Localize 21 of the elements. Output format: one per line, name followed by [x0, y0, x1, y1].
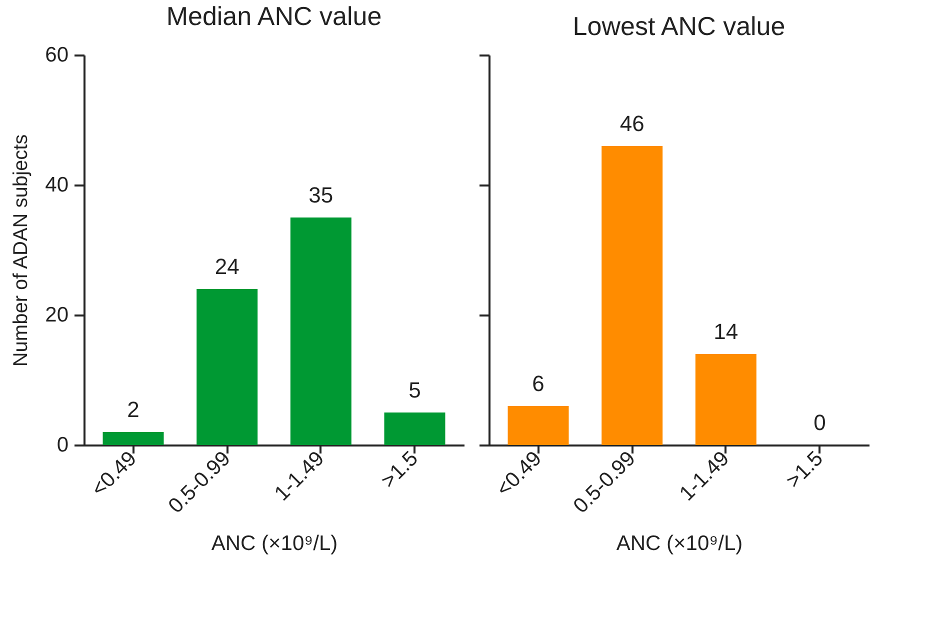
y-tick-label: 40 — [45, 174, 68, 196]
x-axis-title: ANC (×10⁹/L) — [616, 532, 743, 556]
bar — [290, 218, 352, 445]
data-label: 0 — [814, 410, 826, 435]
data-label: 35 — [308, 182, 334, 208]
y-tick-label: 0 — [56, 434, 68, 456]
y-tick-label: 20 — [45, 304, 68, 326]
x-axis-title: ANC (×10⁹/L) — [211, 532, 338, 556]
chart-title: Median ANC value — [166, 1, 382, 31]
y-tick-label: 60 — [45, 44, 68, 66]
data-label: 2 — [127, 397, 140, 422]
bar — [102, 432, 164, 445]
data-label: 5 — [408, 378, 421, 402]
chart-title: Lowest ANC value — [572, 11, 786, 41]
y-axis-title: Number of ADAN subjects — [10, 134, 32, 367]
data-label: 6 — [532, 371, 544, 396]
data-label: 46 — [620, 111, 644, 136]
bar — [196, 289, 258, 445]
bar — [384, 412, 446, 445]
data-label: 14 — [714, 319, 738, 344]
data-label: 24 — [214, 254, 240, 279]
